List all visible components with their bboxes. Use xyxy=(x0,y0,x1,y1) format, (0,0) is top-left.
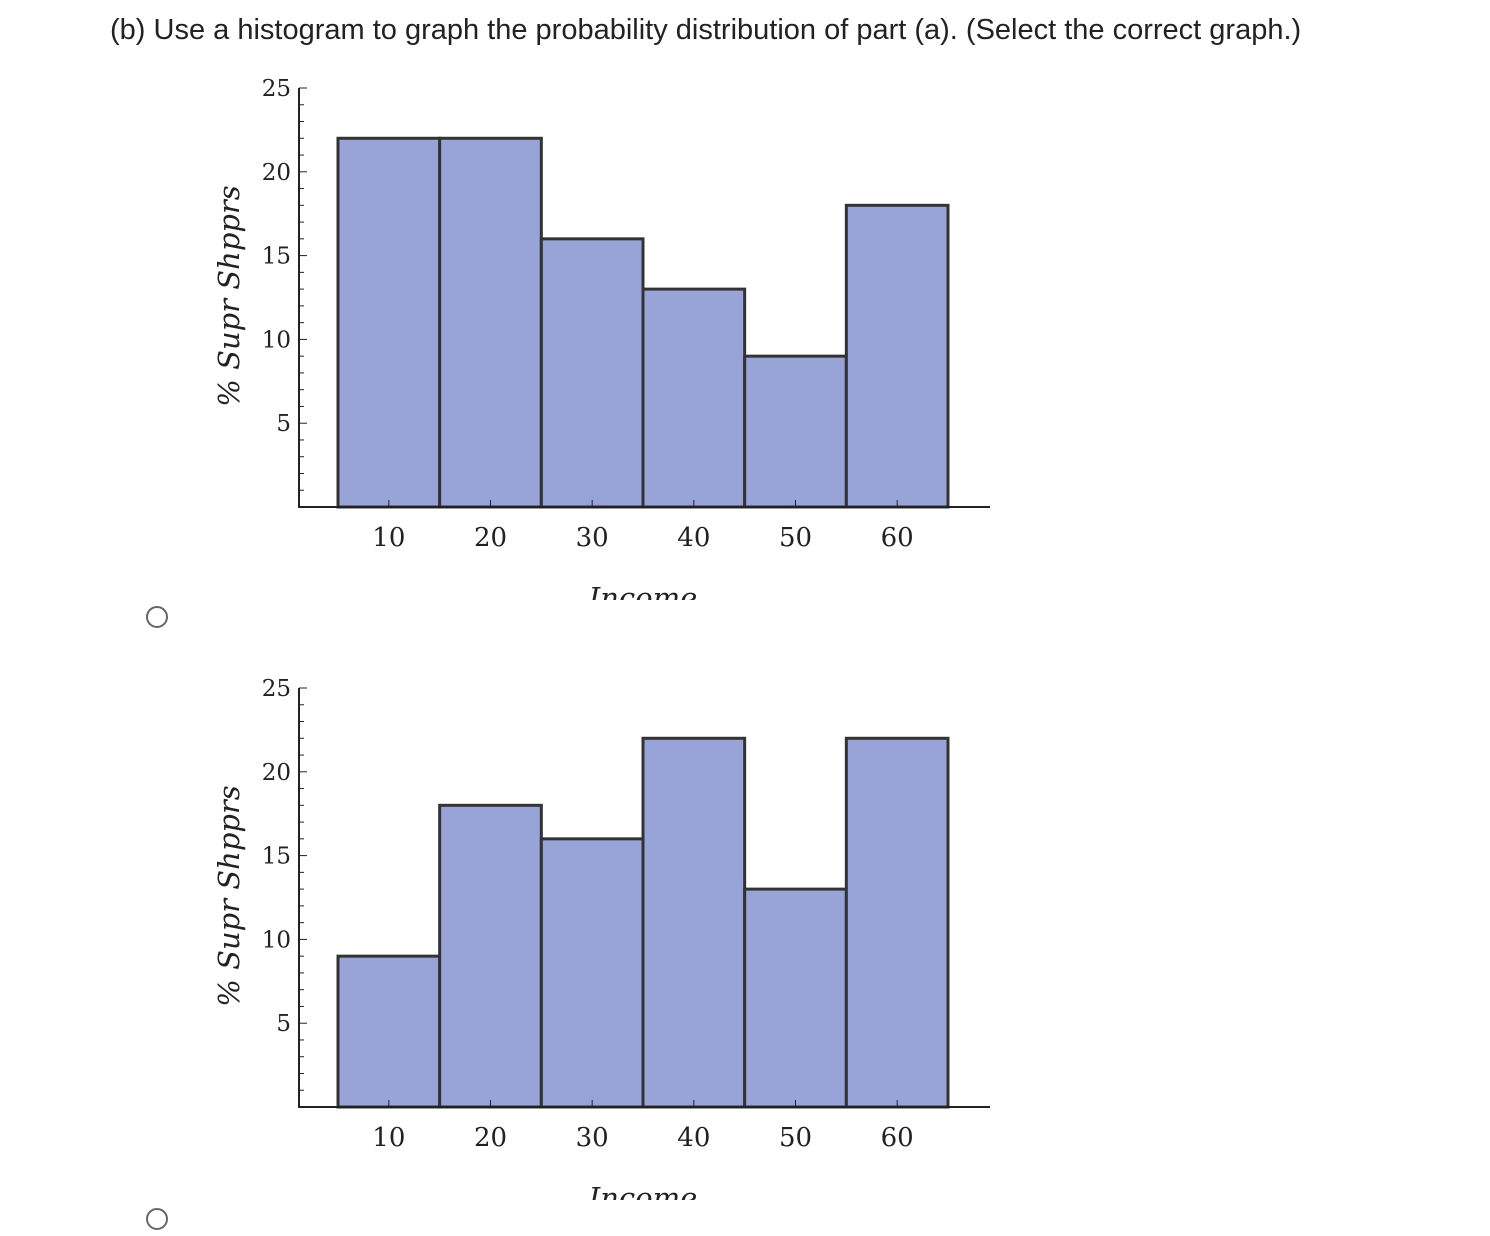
y-tick-label: 10 xyxy=(262,327,291,353)
x-tick-label: 10 xyxy=(372,523,405,553)
y-axis-label: % Supr Shpprs xyxy=(212,785,246,1006)
question-text: (b) Use a histogram to graph the probabi… xyxy=(110,14,1302,46)
y-tick-label: 5 xyxy=(276,1011,291,1037)
y-tick-label: 15 xyxy=(262,844,291,870)
histogram-svg: 5 10 15 20 25 10 20 30 40 50 60 Income % Supr Shpprs xyxy=(212,676,990,1215)
x-tick-label: 40 xyxy=(677,1123,710,1153)
y-tick-label: 25 xyxy=(262,76,291,102)
radio-option-1[interactable] xyxy=(146,606,168,628)
histogram-bar xyxy=(844,203,950,509)
histogram-bar xyxy=(336,954,442,1109)
histogram-bar xyxy=(539,837,645,1109)
histogram-option-2: 5 10 15 20 25 10 20 30 40 50 60 Income % Supr Shpprs xyxy=(0,600,1000,1215)
histogram-bar xyxy=(844,736,950,1109)
y-tick-label: 20 xyxy=(262,760,291,786)
histogram-bar xyxy=(743,354,848,509)
histogram-option-1: 5 10 15 20 25 10 20 30 40 50 60 Income % Supr Shpprs xyxy=(0,0,1000,615)
histogram-bar xyxy=(539,237,645,509)
x-tick-label: 30 xyxy=(576,1123,609,1153)
y-tick-label: 20 xyxy=(262,160,291,186)
histogram-bar xyxy=(641,287,747,509)
x-tick-label: 30 xyxy=(576,523,609,553)
y-tick-label: 5 xyxy=(276,411,291,437)
histogram-bar xyxy=(438,803,543,1109)
x-axis-label: Income xyxy=(588,1181,698,1200)
x-tick-label: 50 xyxy=(779,523,812,553)
radio-option-2[interactable] xyxy=(146,1208,168,1230)
x-axis-label: Income xyxy=(588,581,698,600)
x-tick-label: 20 xyxy=(474,523,507,553)
x-tick-label: 20 xyxy=(474,1123,507,1153)
histogram-svg: 5 10 15 20 25 10 20 30 40 50 60 Income % Supr Shpprs xyxy=(212,76,990,615)
histogram-bar xyxy=(743,887,848,1109)
y-tick-label: 15 xyxy=(262,244,291,270)
x-tick-label: 60 xyxy=(881,523,914,553)
y-axis-label: % Supr Shpprs xyxy=(212,185,246,406)
x-tick-label: 40 xyxy=(677,523,710,553)
histogram-bar xyxy=(438,136,543,509)
histogram-bar xyxy=(641,736,747,1109)
x-tick-label: 10 xyxy=(372,1123,405,1153)
x-tick-label: 60 xyxy=(881,1123,914,1153)
y-tick-label: 10 xyxy=(262,927,291,953)
y-tick-label: 25 xyxy=(262,676,291,702)
x-tick-label: 50 xyxy=(779,1123,812,1153)
histogram-bar xyxy=(336,136,442,509)
